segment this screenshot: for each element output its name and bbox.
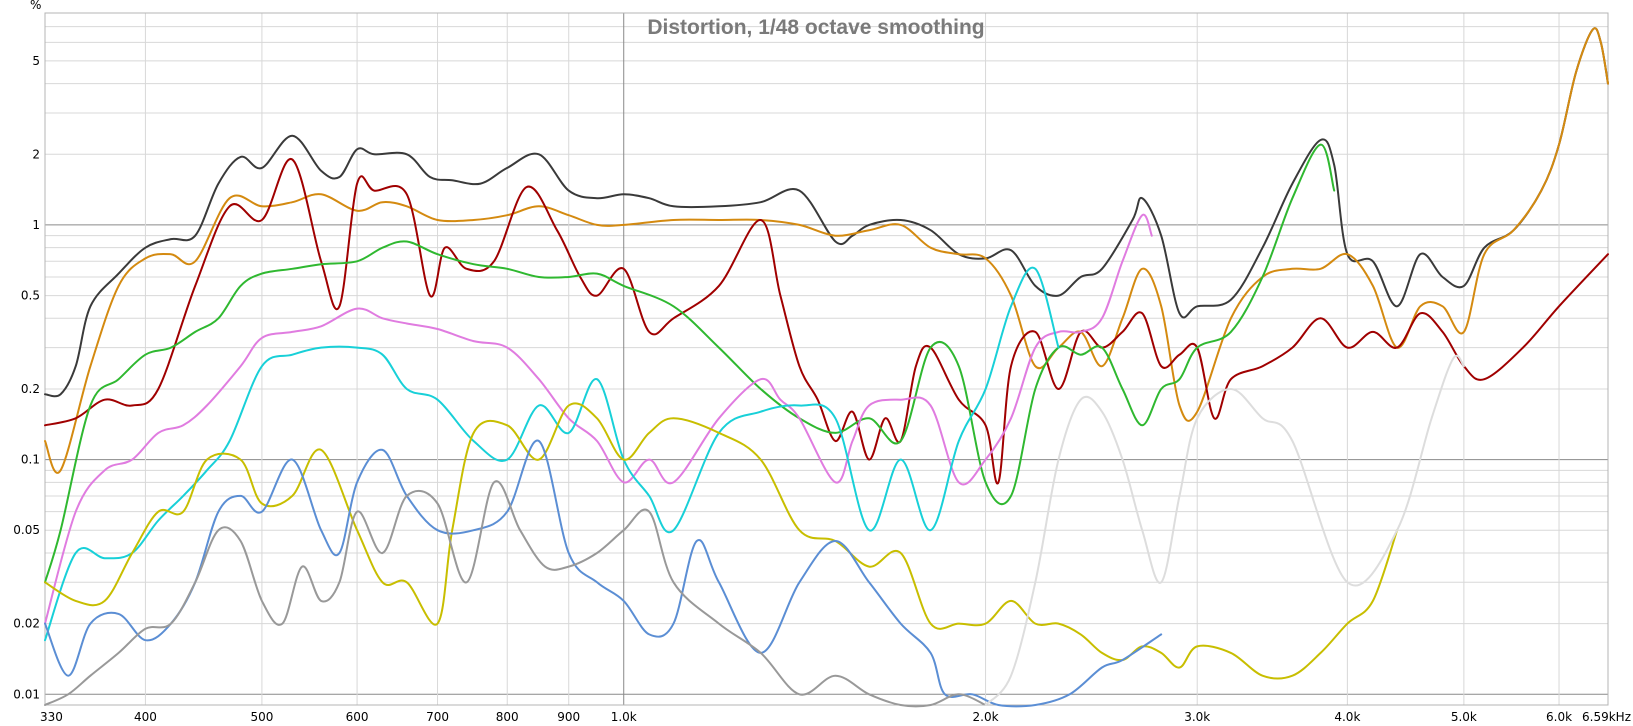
y-tick-label: 0.01 [13,687,40,701]
series-line-7 [44,402,1399,680]
y-axis-ticks: 5 2 1 0.5 0.2 0.1 0.05 0.02 0.01 [13,54,40,701]
x-tick-label: 1.0k [611,710,637,724]
series-lines [44,27,1609,708]
y-axis-unit: % [30,0,41,12]
x-tick-label: 900 [557,710,580,724]
x-tick-label: 500 [250,710,273,724]
series-line-5 [44,213,1153,625]
x-tick-label: 400 [134,710,157,724]
y-tick-label: 5 [32,54,40,68]
y-tick-label: 2 [32,147,40,161]
y-tick-label: 1 [32,218,40,232]
x-tick-label: 800 [496,710,519,724]
series-line-2 [44,27,1609,474]
x-tick-label: 5.0k [1451,710,1477,724]
x-tick-label: 700 [426,710,449,724]
y-tick-label: 0.05 [13,523,40,537]
series-line-8 [44,439,1163,708]
x-tick-label: 330 [40,710,63,724]
x-tick-label: 6.0k [1546,710,1572,724]
grid-lines [45,13,1608,705]
series-line-4 [44,143,1336,584]
y-tick-label: 0.1 [21,453,40,467]
series-line-1 [44,27,1609,398]
x-axis-ticks: 330 400 500 600 700 800 900 1.0k 2.0k 3.0k 4.0k 5.0… [40,710,1631,724]
x-tick-label: 600 [346,710,369,724]
x-tick-label: 2.0k [973,710,999,724]
x-tick-label: 4.0k [1334,710,1360,724]
x-tick-label: 6.59kHz [1582,710,1631,724]
plot-area-border [44,12,1609,706]
y-tick-label: 0.5 [21,289,40,303]
y-tick-label: 0.2 [21,382,40,396]
series-line-3 [44,158,1609,485]
series-line-9 [44,480,987,708]
series-line-6 [44,266,1060,642]
y-tick-label: 0.02 [13,617,40,631]
chart-title: Distortion, 1/48 octave smoothing [647,16,984,39]
x-tick-label: 3.0k [1184,710,1210,724]
series-line-10 [984,354,1465,706]
